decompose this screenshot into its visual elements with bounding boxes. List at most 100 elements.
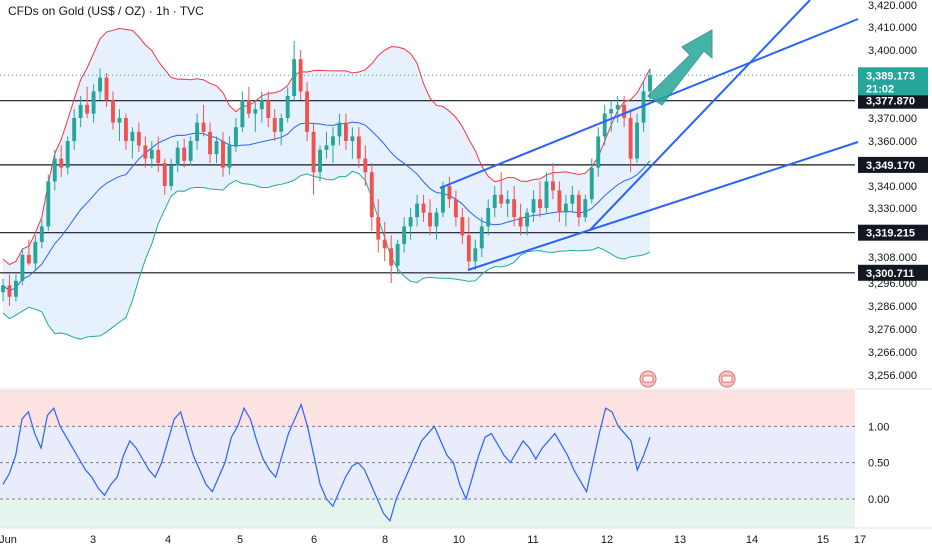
y-tick-label: 3,340.000 bbox=[868, 181, 917, 193]
flag-stripe bbox=[642, 375, 654, 383]
level-label-bg bbox=[858, 264, 928, 281]
candle-body bbox=[337, 122, 342, 137]
candle-body bbox=[227, 145, 232, 168]
level-label: 3,300.711 bbox=[866, 268, 914, 280]
bollinger-upper bbox=[2, 27, 651, 266]
candle-body bbox=[434, 212, 439, 227]
x-tick-label: Jun bbox=[0, 534, 17, 546]
candle-body bbox=[596, 136, 601, 168]
candle-body bbox=[551, 181, 555, 191]
ascending-channel-upper bbox=[439, 18, 859, 189]
candle-body bbox=[466, 235, 471, 262]
candle-body bbox=[136, 131, 141, 146]
candle-body bbox=[589, 167, 594, 200]
y-tick-label: 3,420.000 bbox=[868, 0, 917, 12]
candle-body bbox=[479, 226, 484, 249]
level-label: 3,349.170 bbox=[866, 160, 915, 172]
candle-body bbox=[395, 244, 400, 266]
candle-body bbox=[33, 241, 38, 264]
y-tick-label: 3,286.000 bbox=[868, 301, 917, 313]
candle-body bbox=[512, 199, 517, 218]
candle-body bbox=[39, 226, 44, 242]
candle-body bbox=[162, 163, 167, 186]
bollinger-fill bbox=[3, 28, 650, 340]
candle-body bbox=[609, 109, 614, 114]
candle-body bbox=[615, 104, 620, 110]
candle-body bbox=[188, 141, 193, 161]
candle-body bbox=[486, 208, 491, 227]
candle-body bbox=[473, 248, 478, 262]
candle-body bbox=[415, 203, 420, 218]
bollinger-lower bbox=[2, 170, 651, 340]
ascending-channel-lower bbox=[467, 141, 859, 271]
candle-body bbox=[259, 100, 264, 110]
candle-body bbox=[376, 217, 381, 240]
candle-body bbox=[318, 149, 322, 173]
candle-body bbox=[641, 91, 646, 123]
x-tick-label: 17 bbox=[854, 534, 866, 546]
candle-body bbox=[65, 141, 70, 168]
candle-body bbox=[428, 212, 432, 227]
candle-body bbox=[441, 186, 445, 213]
candle-body bbox=[298, 59, 303, 92]
candle-body bbox=[175, 147, 180, 166]
last-price-label-bg bbox=[858, 67, 928, 96]
candle-body bbox=[72, 118, 77, 141]
x-tick-label: 15 bbox=[817, 534, 829, 546]
candle-body bbox=[583, 199, 588, 218]
x-tick-label: 5 bbox=[237, 534, 243, 546]
candle-body bbox=[460, 217, 465, 236]
x-tick-label: 12 bbox=[601, 534, 613, 546]
candle-body bbox=[143, 145, 148, 159]
y-tick-label: 3,256.000 bbox=[868, 370, 917, 382]
candle-body bbox=[602, 113, 607, 137]
candle-body bbox=[648, 75, 652, 92]
level-label: 3,377.870 bbox=[866, 96, 915, 108]
candle-body bbox=[389, 248, 394, 266]
candle-body bbox=[156, 149, 161, 163]
candle-body bbox=[98, 77, 102, 92]
candle-body bbox=[331, 136, 335, 146]
candle-body bbox=[557, 190, 562, 213]
candle-body bbox=[525, 212, 530, 227]
candle-body bbox=[350, 136, 355, 141]
x-tick-label: 10 bbox=[453, 534, 465, 546]
osc-band-lower bbox=[0, 498, 855, 528]
candle-body bbox=[117, 118, 122, 123]
candle-body bbox=[78, 104, 83, 118]
y-tick-label: 3,308.000 bbox=[868, 252, 917, 264]
candle-body bbox=[369, 172, 374, 218]
candle-body bbox=[408, 217, 413, 227]
candle-body bbox=[46, 181, 51, 227]
candle-body bbox=[305, 91, 310, 132]
y-tick-label: 3,370.000 bbox=[868, 113, 917, 125]
candle-body bbox=[111, 100, 115, 123]
candle-body bbox=[279, 118, 284, 132]
candle-body bbox=[421, 203, 426, 213]
candle-body bbox=[123, 118, 128, 141]
candle-body bbox=[505, 199, 510, 204]
candle-body bbox=[563, 203, 568, 213]
y-tick-label: 3,410.000 bbox=[868, 22, 917, 34]
x-tick-label: 8 bbox=[382, 534, 388, 546]
steep-trendline bbox=[589, 0, 811, 231]
candle-body bbox=[570, 194, 575, 204]
candle-body bbox=[91, 91, 96, 114]
x-tick-label: 4 bbox=[165, 534, 171, 546]
candle-body bbox=[221, 141, 225, 168]
candle-body bbox=[201, 122, 206, 132]
level-label-bg bbox=[858, 156, 928, 173]
candle-body bbox=[292, 59, 297, 96]
level-label-bg bbox=[858, 92, 928, 109]
bullish-arrow bbox=[647, 29, 713, 106]
y-tick-label: 3,296.000 bbox=[868, 278, 917, 290]
x-tick-label: 3 bbox=[90, 534, 96, 546]
candle-body bbox=[1, 285, 5, 293]
level-label-bg bbox=[858, 224, 928, 241]
candle-body bbox=[20, 254, 25, 281]
candle-body bbox=[499, 194, 504, 204]
candle-body bbox=[272, 118, 277, 132]
candle-body bbox=[266, 100, 271, 118]
candle-body bbox=[622, 104, 627, 118]
